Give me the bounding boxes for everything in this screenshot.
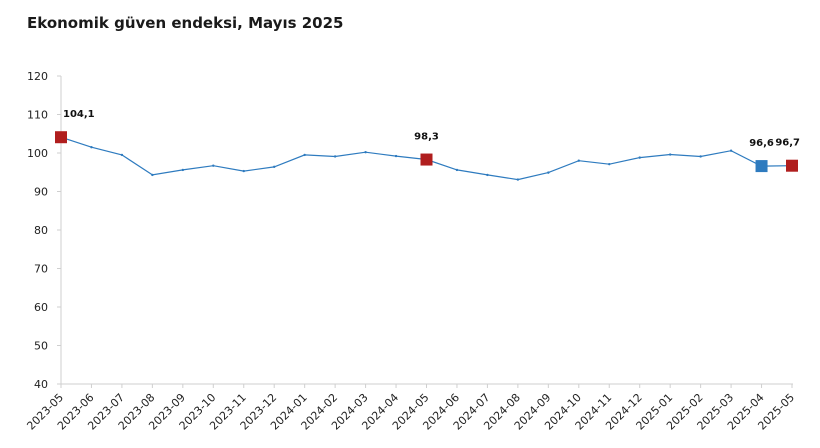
- data-point: [242, 169, 245, 173]
- data-point: [729, 149, 733, 152]
- data-label: 98,3: [414, 132, 439, 143]
- chart-title: Ekonomik güven endeksi, Mayıs 2025: [27, 14, 344, 32]
- data-point: [638, 156, 641, 159]
- data-point: [181, 168, 185, 172]
- highlight-marker: [55, 131, 67, 144]
- data-point: [608, 162, 611, 166]
- data-point: [364, 151, 367, 154]
- data-point: [668, 153, 672, 156]
- data-point: [303, 153, 306, 157]
- data-point: [516, 178, 520, 181]
- y-tick-label: 120: [27, 70, 48, 83]
- data-point: [212, 164, 215, 167]
- data-label: 96,6: [749, 138, 774, 149]
- y-tick-label: 90: [34, 186, 48, 199]
- highlight-marker: [420, 153, 433, 166]
- data-label: 96,7: [775, 138, 800, 149]
- data-point: [333, 155, 337, 158]
- y-tick-label: 40: [34, 378, 48, 391]
- highlight-marker: [786, 159, 798, 172]
- data-label: 104,1: [63, 109, 95, 120]
- data-point: [547, 171, 550, 174]
- data-point: [90, 146, 93, 149]
- highlight-marker: [755, 160, 768, 173]
- y-tick-label: 80: [34, 224, 48, 237]
- y-tick-label: 70: [34, 263, 48, 276]
- data-point: [455, 168, 459, 172]
- data-point: [577, 159, 580, 162]
- data-point: [120, 153, 124, 157]
- data-point: [273, 165, 276, 169]
- data-point: [394, 154, 398, 158]
- y-tick-label: 50: [34, 340, 48, 353]
- data-point: [151, 173, 154, 177]
- y-tick-label: 100: [27, 147, 48, 160]
- y-tick-label: 110: [27, 109, 48, 122]
- data-point: [699, 155, 702, 158]
- data-point: [486, 173, 489, 177]
- y-tick-label: 60: [34, 301, 48, 314]
